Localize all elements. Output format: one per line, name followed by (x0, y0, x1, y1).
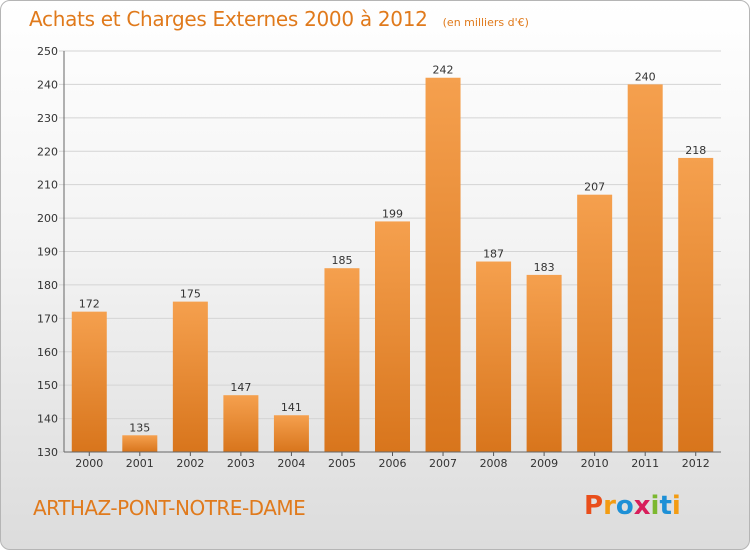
bar-2008 (476, 261, 512, 452)
bar-2006 (375, 221, 410, 452)
y-tick-label: 150 (37, 379, 58, 392)
data-label: 207 (584, 181, 605, 194)
y-tick-label: 220 (37, 145, 58, 158)
bar-2005 (324, 268, 360, 452)
data-label: 147 (230, 381, 251, 394)
bar-2002 (172, 301, 208, 452)
title-block: Achats et Charges Externes 2000 à 2012 (… (29, 7, 529, 31)
logo-letter: t (659, 491, 672, 521)
y-tick-label: 240 (37, 78, 58, 91)
y-tick-label: 250 (37, 45, 58, 58)
data-label: 185 (331, 254, 352, 267)
logo-letter: r (603, 491, 616, 521)
y-tick-label: 190 (37, 246, 58, 259)
data-label: 175 (180, 288, 201, 301)
data-label: 240 (635, 70, 656, 83)
x-tick-label: 2011 (631, 457, 659, 470)
y-tick-label: 160 (37, 346, 58, 359)
logo-letter: i (671, 491, 681, 521)
bar-2000 (71, 311, 107, 452)
y-tick-label: 200 (37, 212, 58, 225)
bar-2009 (526, 274, 562, 452)
y-tick-label: 130 (37, 446, 58, 459)
city-name: ARTHAZ-PONT-NOTRE-DAME (33, 496, 306, 520)
y-tick-label: 140 (37, 413, 58, 426)
bar-2001 (122, 435, 158, 452)
axes (63, 51, 721, 453)
x-tick-label: 2012 (682, 457, 710, 470)
data-label: 199 (382, 207, 403, 220)
x-tick-label: 2005 (328, 457, 356, 470)
data-label: 141 (281, 401, 302, 414)
x-tick-label: 2007 (429, 457, 457, 470)
x-tick-label: 2000 (75, 457, 103, 470)
data-label: 242 (433, 64, 454, 77)
y-tick-label: 210 (37, 179, 58, 192)
chart-subtitle: (en milliers d'€) (442, 16, 529, 29)
x-axis-ticks: 2000 2001 2002 2003 2004 2005 2006 2007 2008 2009… (75, 452, 710, 470)
bar-2011 (627, 84, 663, 453)
bar-2007 (425, 77, 461, 452)
y-tick-label: 170 (37, 312, 58, 325)
x-tick-label: 2009 (530, 457, 558, 470)
x-tick-label: 2001 (126, 457, 154, 470)
x-tick-label: 2002 (176, 457, 204, 470)
data-label: 218 (685, 144, 706, 157)
x-tick-label: 2003 (227, 457, 255, 470)
logo-letter: P (584, 491, 604, 521)
bar-2012 (678, 157, 714, 452)
proxiti-logo[interactable]: Proxiti (584, 491, 681, 521)
bars (71, 77, 714, 453)
logo-letter: x (633, 491, 651, 521)
logo-letter: o (615, 491, 634, 521)
data-label: 187 (483, 248, 504, 261)
y-axis-ticks: 130 140 150 160 170 180 190 200 210 220 230 240 250 (37, 45, 58, 459)
x-tick-label: 2010 (581, 457, 609, 470)
y-tick-label: 180 (37, 279, 58, 292)
bar-2004 (273, 415, 309, 452)
x-tick-label: 2006 (379, 457, 407, 470)
x-tick-label: 2004 (277, 457, 305, 470)
data-label: 135 (129, 421, 150, 434)
x-tick-label: 2008 (480, 457, 508, 470)
bar-2010 (577, 194, 613, 453)
data-label: 183 (534, 261, 555, 274)
data-labels: 172 135 175 147 141 185 199 242 187 183 207 240 218 (79, 64, 706, 435)
chart-title: Achats et Charges Externes 2000 à 2012 (29, 7, 428, 31)
data-label: 172 (79, 298, 100, 311)
bar-2003 (223, 395, 259, 452)
logo-letter: i (650, 491, 660, 521)
y-tick-label: 230 (37, 112, 58, 125)
